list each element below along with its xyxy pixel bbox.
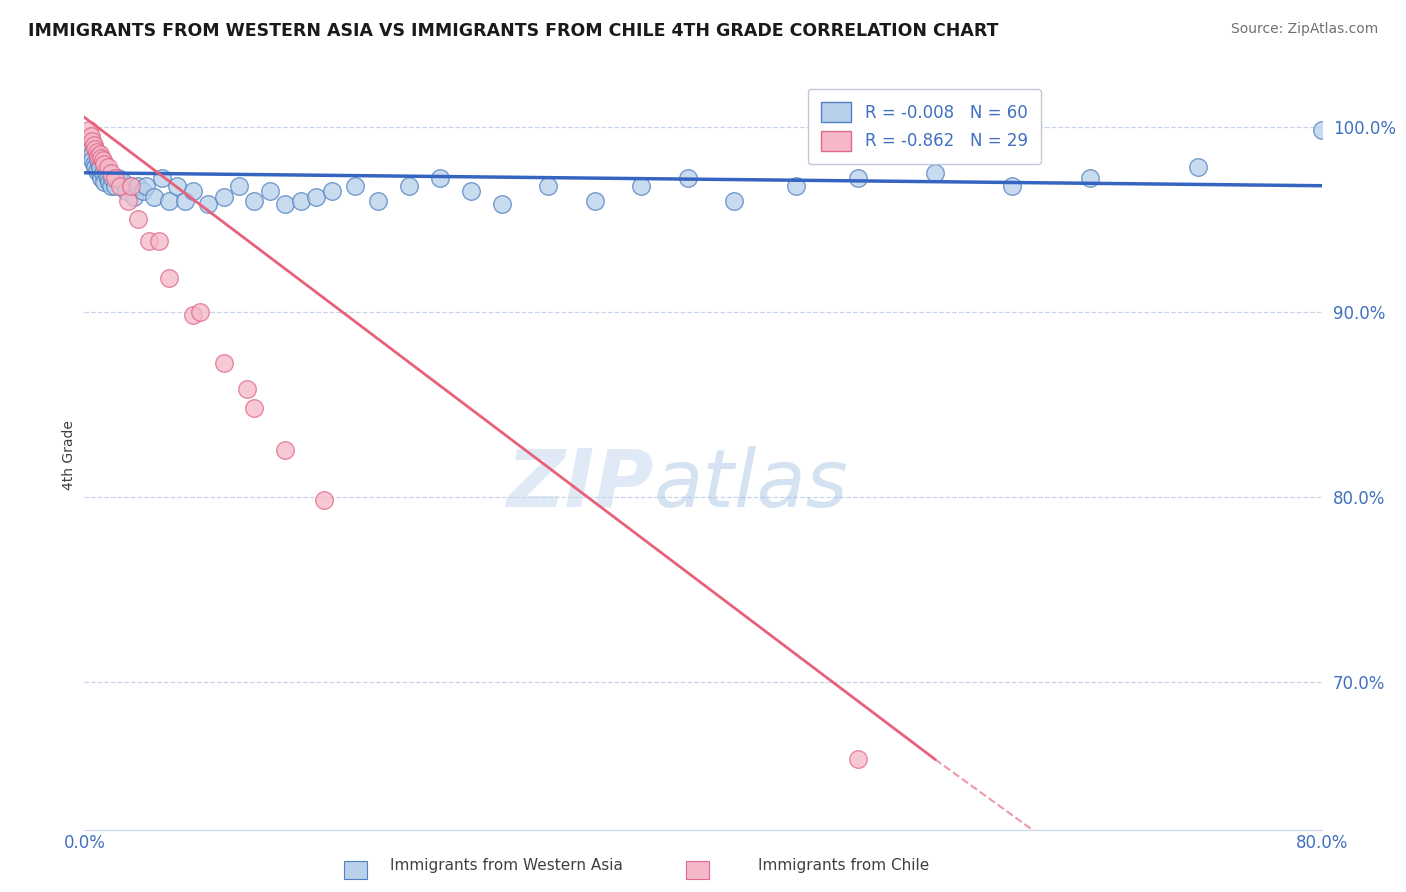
Point — [127, 212, 149, 227]
Point — [188, 304, 211, 318]
Point — [82, 147, 104, 161]
Point — [274, 443, 297, 458]
Point — [77, 123, 100, 137]
Point — [112, 175, 135, 189]
Point — [159, 271, 180, 285]
Point — [84, 142, 107, 156]
Point — [181, 184, 204, 198]
Point — [846, 171, 869, 186]
Point — [181, 308, 204, 322]
Point — [785, 178, 807, 193]
Point — [138, 234, 160, 248]
Point — [212, 356, 235, 370]
Point — [1001, 178, 1024, 193]
Point — [94, 166, 117, 180]
Point — [924, 166, 946, 180]
Point — [148, 234, 170, 248]
Y-axis label: 4th Grade: 4th Grade — [62, 420, 76, 490]
Point — [96, 171, 118, 186]
Point — [89, 147, 111, 161]
Point — [83, 138, 105, 153]
Point — [83, 156, 105, 170]
Legend: R = -0.008   N = 60, R = -0.862   N = 29: R = -0.008 N = 60, R = -0.862 N = 29 — [808, 88, 1040, 164]
Point — [274, 197, 297, 211]
Point — [90, 171, 112, 186]
Point — [101, 171, 124, 186]
Point — [120, 178, 142, 193]
Point — [150, 171, 173, 186]
Point — [312, 493, 335, 508]
Point — [676, 171, 699, 186]
Point — [91, 166, 114, 180]
Point — [127, 178, 149, 193]
Point — [197, 197, 219, 211]
Point — [491, 197, 513, 211]
Point — [135, 178, 157, 193]
Point — [89, 160, 111, 174]
Text: Source: ZipAtlas.com: Source: ZipAtlas.com — [1230, 22, 1378, 37]
Point — [583, 194, 606, 208]
Point — [82, 134, 104, 148]
Point — [243, 401, 266, 415]
Point — [235, 382, 259, 396]
Point — [132, 184, 155, 198]
Point — [398, 178, 420, 193]
Point — [120, 178, 142, 193]
Point — [79, 142, 101, 156]
Point — [429, 171, 451, 186]
Point — [537, 178, 560, 193]
Point — [100, 178, 122, 193]
Point — [367, 194, 389, 208]
Point — [846, 752, 869, 766]
Point — [87, 149, 110, 163]
Point — [259, 184, 281, 198]
Point — [212, 190, 235, 204]
Point — [91, 153, 114, 167]
Point — [96, 160, 118, 174]
Text: atlas: atlas — [654, 446, 848, 524]
Point — [104, 171, 127, 186]
Point — [86, 164, 108, 178]
Text: Immigrants from Western Asia: Immigrants from Western Asia — [389, 858, 623, 872]
Point — [79, 128, 101, 143]
Point — [87, 153, 110, 167]
Text: ZIP: ZIP — [506, 446, 654, 524]
Point — [305, 190, 328, 204]
Point — [243, 194, 266, 208]
Point — [143, 190, 166, 204]
Point — [290, 194, 312, 208]
Point — [228, 178, 250, 193]
Point — [82, 153, 104, 167]
Point — [321, 184, 343, 198]
Point — [343, 178, 366, 193]
Point — [86, 145, 108, 160]
Point — [100, 166, 122, 180]
Point — [108, 178, 131, 193]
Point — [122, 190, 145, 204]
Point — [1078, 171, 1101, 186]
Point — [104, 178, 127, 193]
Point — [117, 194, 139, 208]
Point — [630, 178, 652, 193]
Point — [159, 194, 180, 208]
Point — [174, 194, 197, 208]
Point — [460, 184, 482, 198]
Point — [166, 178, 188, 193]
Point — [89, 166, 111, 180]
Text: Immigrants from Chile: Immigrants from Chile — [758, 858, 929, 872]
Point — [84, 160, 107, 174]
Point — [93, 156, 115, 170]
Point — [723, 194, 745, 208]
Point — [1187, 160, 1209, 174]
Point — [98, 175, 121, 189]
Text: IMMIGRANTS FROM WESTERN ASIA VS IMMIGRANTS FROM CHILE 4TH GRADE CORRELATION CHAR: IMMIGRANTS FROM WESTERN ASIA VS IMMIGRAN… — [28, 22, 998, 40]
Point — [93, 175, 115, 189]
Point — [107, 171, 129, 186]
Point — [90, 151, 112, 165]
Point — [77, 134, 100, 148]
Point — [1310, 123, 1333, 137]
Point — [115, 184, 138, 198]
